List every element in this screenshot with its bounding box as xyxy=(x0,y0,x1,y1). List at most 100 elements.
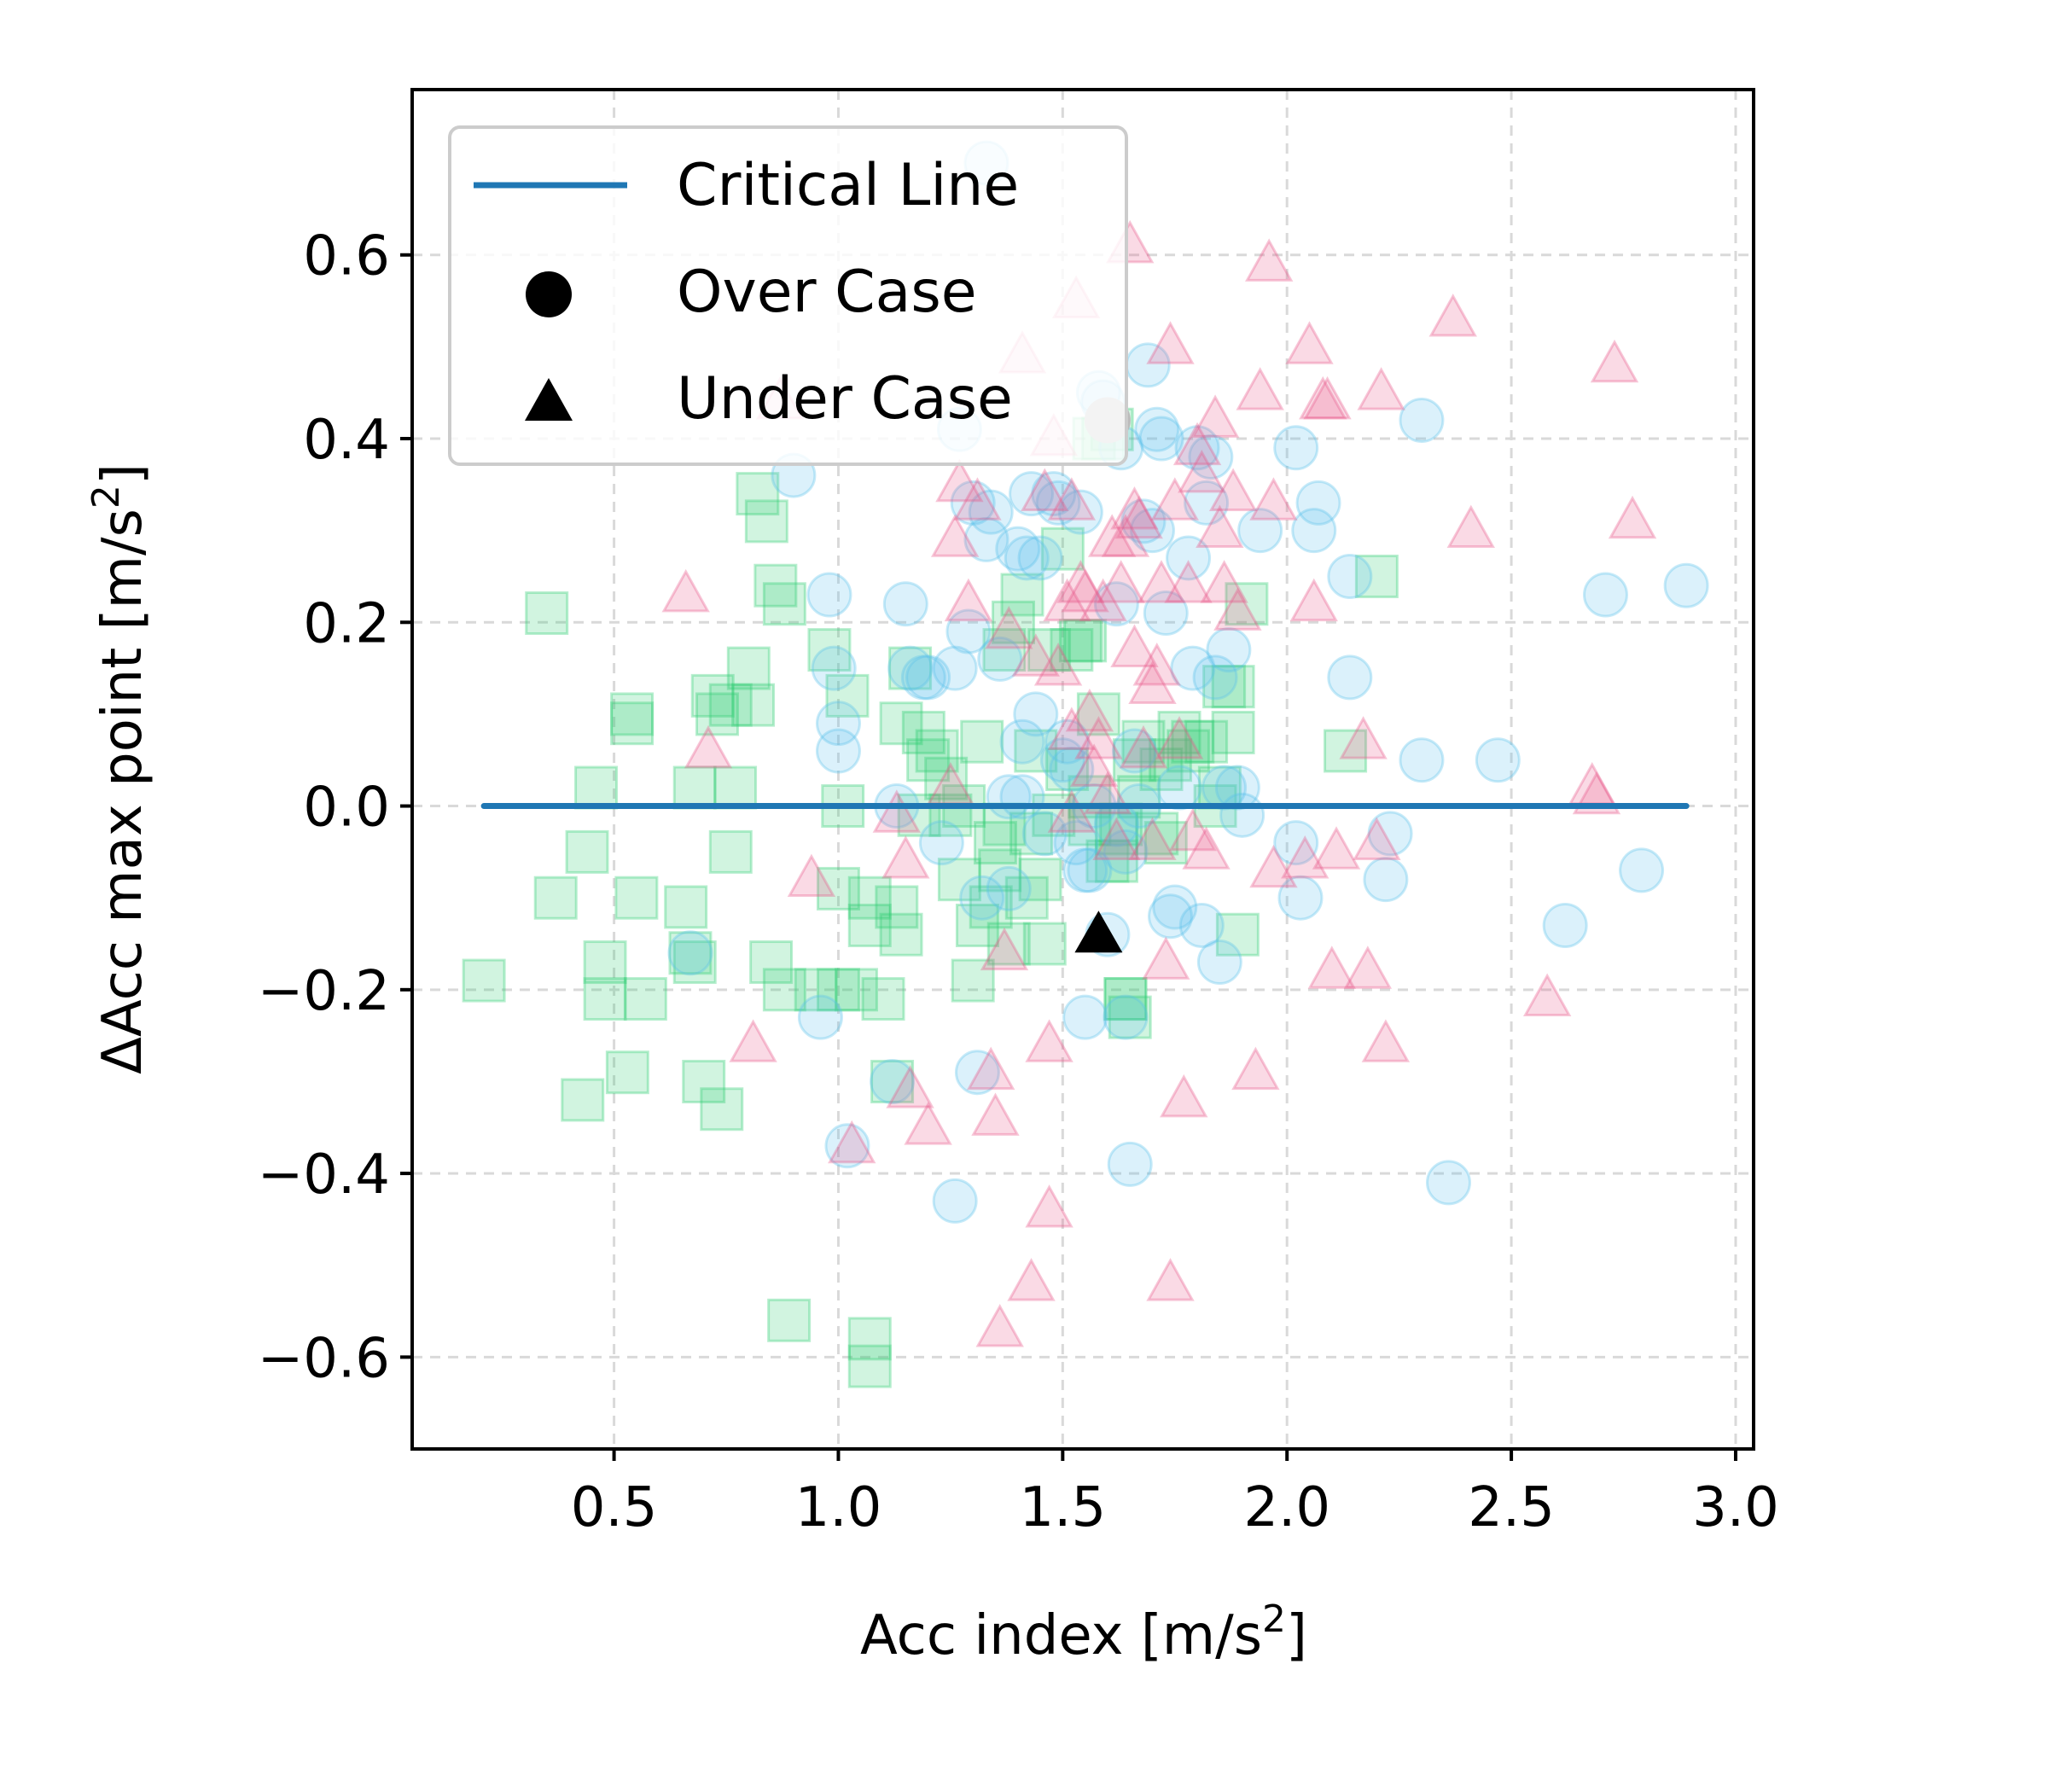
circle-point xyxy=(918,820,964,866)
x-tick-label: 0.5 xyxy=(571,1476,658,1539)
circle-point xyxy=(1184,480,1230,526)
triangle-point xyxy=(1047,789,1097,833)
circle-point xyxy=(1039,737,1085,783)
triangle-point xyxy=(971,1092,1020,1136)
circle-point xyxy=(1178,902,1225,948)
triangle-point xyxy=(1092,817,1141,861)
square-point xyxy=(1103,977,1148,1021)
square-point xyxy=(915,729,959,773)
triangle-point xyxy=(1428,294,1477,337)
triangle-point xyxy=(935,458,984,503)
triangle-point xyxy=(886,1065,934,1108)
circle-point xyxy=(932,1178,978,1224)
triangle-point xyxy=(1182,826,1231,870)
triangle-point xyxy=(1190,394,1240,438)
circle-point xyxy=(1107,1141,1153,1187)
triangle-point xyxy=(1608,495,1657,539)
plot-frame xyxy=(410,88,1755,1451)
x-tick-label: 1.5 xyxy=(1019,1476,1106,1539)
triangle-point xyxy=(1236,367,1284,410)
square-point xyxy=(561,1078,605,1122)
square-point xyxy=(906,738,951,783)
triangle-point xyxy=(1196,504,1244,549)
square-point xyxy=(870,1059,915,1103)
triangle-point xyxy=(828,1120,876,1164)
circle-point xyxy=(1363,857,1409,903)
x-axis-ticks: 0.5 1.0 1.5 2.0 2.5 3.0 xyxy=(571,1449,1779,1539)
circle-point xyxy=(1111,728,1157,774)
square-point xyxy=(1211,665,1255,709)
circle-point xyxy=(1021,811,1068,857)
square-point xyxy=(1202,665,1247,709)
circle-point xyxy=(900,655,946,701)
square-point xyxy=(731,683,776,727)
square-point xyxy=(1022,922,1067,966)
triangle-point xyxy=(1299,375,1347,420)
triangle-point xyxy=(1231,1046,1280,1091)
triangle-point xyxy=(1069,743,1119,787)
triangle-point xyxy=(881,835,930,879)
circle-point xyxy=(986,865,1032,911)
square-point xyxy=(614,876,659,920)
square-point xyxy=(690,673,735,718)
square-point xyxy=(973,821,1017,865)
triangle-point xyxy=(1065,688,1114,732)
square-point xyxy=(847,1317,892,1361)
circle-point xyxy=(1206,627,1252,673)
square-point xyxy=(834,968,878,1012)
square-point xyxy=(682,1059,726,1103)
square-point xyxy=(605,1050,649,1095)
square-point xyxy=(767,1298,812,1342)
square-point xyxy=(1094,839,1138,883)
triangle-point xyxy=(1132,643,1181,686)
triangle-point xyxy=(1249,844,1298,888)
square-point xyxy=(1324,729,1368,773)
square-point xyxy=(986,922,1031,966)
square-point xyxy=(1354,554,1399,598)
circle-point xyxy=(1277,875,1324,921)
triangle-point xyxy=(1168,807,1218,852)
triangle-point xyxy=(1043,578,1091,622)
square-point xyxy=(1063,619,1108,663)
square-point xyxy=(1014,729,1058,773)
triangle-point xyxy=(1114,495,1163,539)
square-point xyxy=(847,876,892,920)
square-point xyxy=(565,829,609,874)
circle-point xyxy=(963,516,1009,562)
circle-point xyxy=(1017,535,1063,581)
circle-point xyxy=(905,655,951,701)
triangle-point xyxy=(1164,560,1213,603)
triangle-point xyxy=(1446,504,1495,549)
circle-point xyxy=(1327,553,1373,599)
circle-point xyxy=(811,645,857,691)
triangle-point xyxy=(729,1019,777,1062)
circle-point xyxy=(1138,416,1184,462)
triangle-point xyxy=(1146,1258,1195,1301)
circle-point xyxy=(815,701,861,747)
square-point xyxy=(901,710,945,754)
triangle-point xyxy=(1025,1184,1073,1228)
circle-point xyxy=(1129,508,1175,554)
triangle-point xyxy=(1208,468,1258,511)
square-point xyxy=(668,931,713,975)
square-point xyxy=(1143,821,1188,865)
triangle-point xyxy=(1074,716,1123,759)
triangle-point xyxy=(1522,973,1572,1016)
circle-point xyxy=(1295,480,1341,526)
square-point xyxy=(1108,995,1152,1039)
square-point xyxy=(726,646,771,690)
circle-point xyxy=(1143,591,1189,637)
circle-point xyxy=(797,994,843,1040)
square-point xyxy=(1018,858,1062,902)
square-point xyxy=(897,793,941,837)
triangle-point xyxy=(1061,568,1109,613)
triangle-point xyxy=(1097,560,1145,603)
triangle-point xyxy=(1007,1258,1056,1301)
circle-point xyxy=(806,572,852,618)
square-point xyxy=(1139,748,1184,791)
circle-point xyxy=(959,875,1005,921)
circle-point xyxy=(882,581,928,627)
square-point xyxy=(533,876,578,920)
legend-label-critical-line: Critical Line xyxy=(677,152,1019,219)
circle-point xyxy=(1035,480,1081,526)
